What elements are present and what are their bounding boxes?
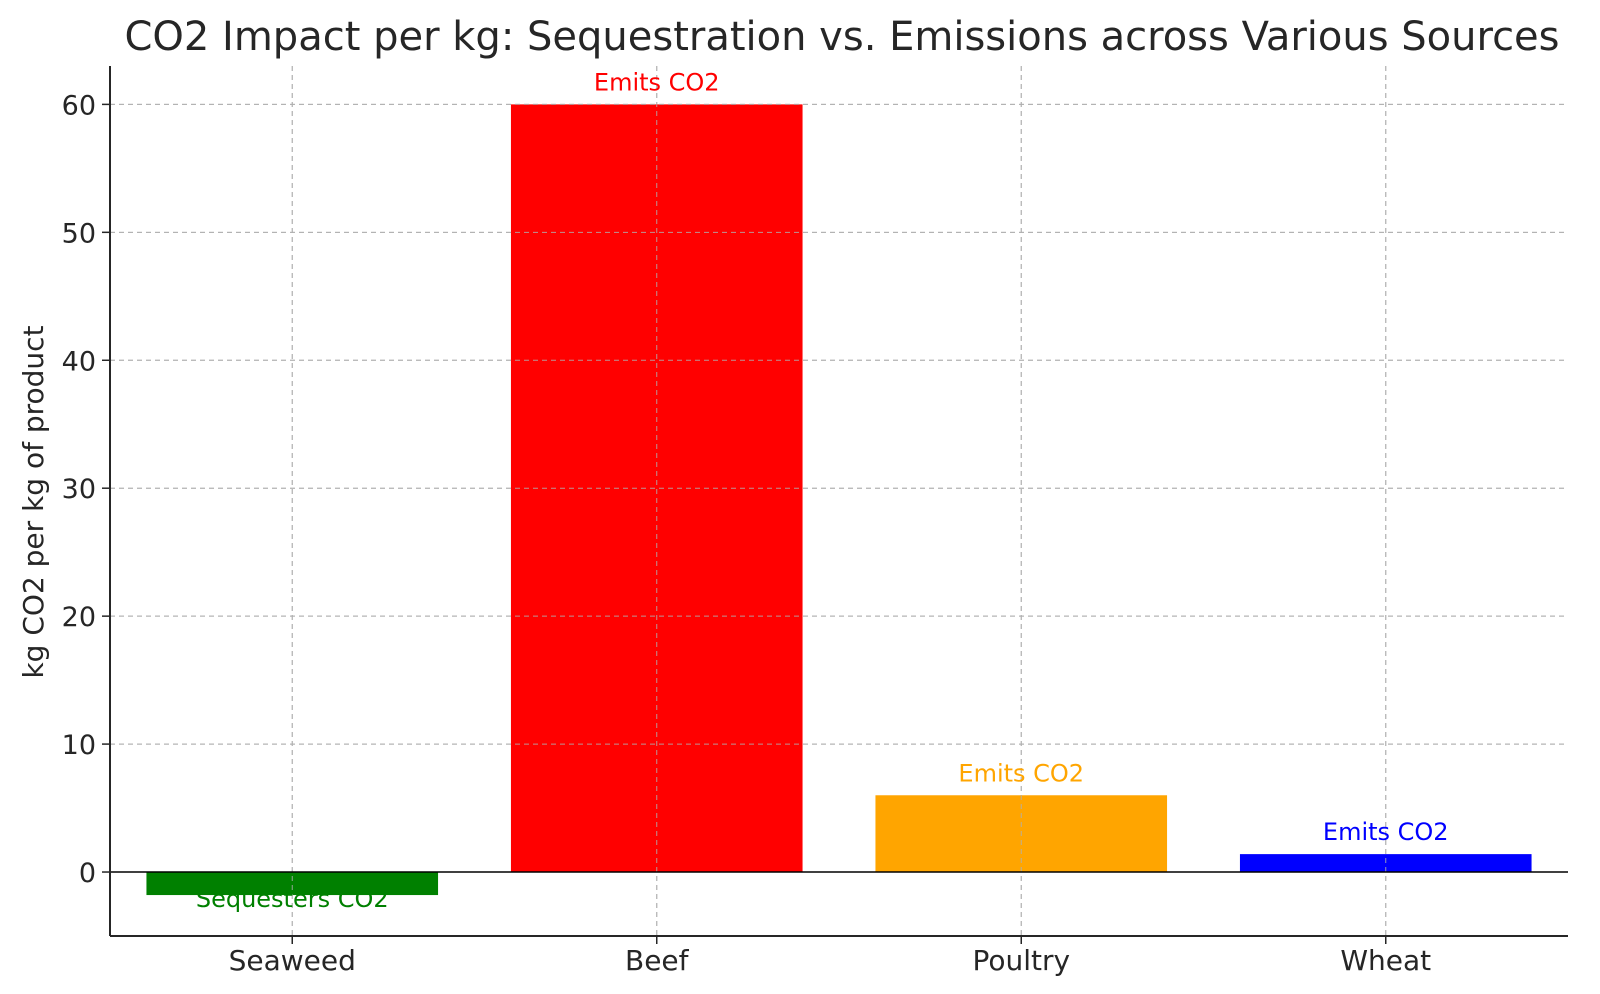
y-tick-label: 0 — [79, 858, 96, 889]
y-tick-label: 50 — [62, 218, 96, 249]
x-tick-label: Wheat — [1340, 944, 1431, 977]
labels: 0 10 20 30 40 50 60 Seaweed Beef Poultry Wheat Sequ… — [62, 68, 1449, 977]
data-label: Sequesters CO2 — [196, 885, 389, 913]
y-tick-label: 40 — [62, 346, 96, 377]
y-tick-label: 20 — [62, 602, 96, 633]
bar-wheat — [1239, 854, 1532, 873]
y-tick-label: 10 — [62, 730, 96, 761]
chart-title: CO2 Impact per kg: Sequestration vs. Emi… — [124, 14, 1559, 60]
bars — [110, 66, 1568, 936]
x-tick-label: Beef — [625, 944, 690, 977]
grid — [110, 66, 1568, 936]
data-label: Emits CO2 — [1323, 818, 1449, 846]
axes — [102, 66, 1568, 944]
y-tick-label: 30 — [62, 474, 96, 505]
x-tick-label: Poultry — [972, 944, 1070, 977]
y-tick-label: 60 — [62, 90, 96, 121]
data-label: Emits CO2 — [594, 68, 720, 96]
y-axis-label: kg CO2 per kg of product — [17, 325, 50, 678]
data-label: Emits CO2 — [958, 759, 1084, 787]
x-tick-label: Seaweed — [229, 944, 356, 977]
bar-seaweed — [146, 872, 439, 896]
